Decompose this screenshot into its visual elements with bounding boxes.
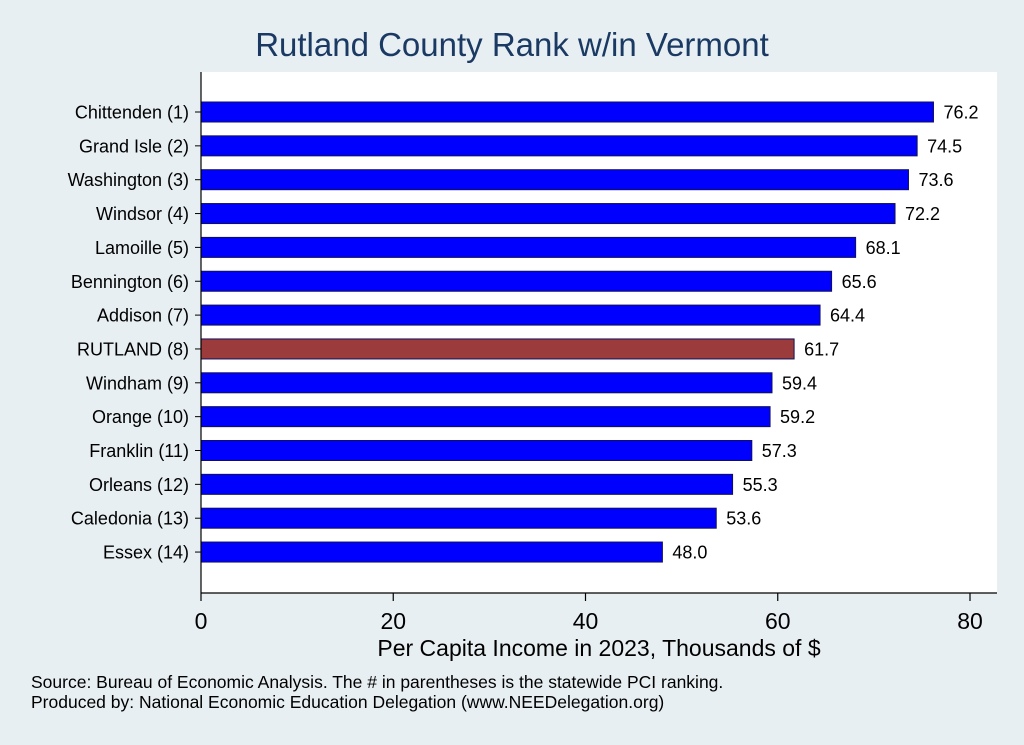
produced-by-note: Produced by: National Economic Education… — [31, 692, 665, 712]
y-tick-label: Addison (7) — [97, 306, 189, 326]
data-label: 57.3 — [762, 441, 797, 461]
y-tick-label: Chittenden (1) — [75, 103, 189, 123]
bar — [200, 101, 934, 123]
data-label: 48.0 — [672, 543, 707, 563]
bar — [200, 372, 773, 394]
data-label: 76.2 — [943, 103, 978, 123]
y-tick-label: Franklin (11) — [89, 441, 189, 461]
y-tick-label: RUTLAND (8) — [77, 339, 189, 359]
y-tick-label: Lamoille (5) — [95, 238, 189, 258]
data-label: 72.2 — [905, 204, 940, 224]
bar — [200, 169, 909, 191]
data-label: 68.1 — [866, 238, 901, 258]
x-tick-label: 0 — [195, 608, 208, 634]
bar — [200, 270, 833, 292]
y-tick-label: Windham (9) — [86, 373, 189, 393]
bar — [200, 304, 821, 326]
x-tick-label: 20 — [380, 608, 406, 634]
data-label: 59.4 — [782, 373, 817, 393]
y-tick-label: Essex (14) — [103, 543, 189, 563]
chart-title: Rutland County Rank w/in Vermont — [255, 26, 769, 63]
x-axis-title: Per Capita Income in 2023, Thousands of … — [377, 635, 820, 661]
x-tick-label: 60 — [765, 608, 791, 634]
bar — [200, 440, 753, 461]
bar — [200, 236, 857, 258]
y-tick-label: Orleans (12) — [89, 475, 189, 495]
bar-highlight — [200, 338, 795, 360]
y-tick-label: Washington (3) — [68, 170, 189, 190]
bar — [200, 203, 896, 225]
y-tick-label: Grand Isle (2) — [79, 136, 189, 156]
x-tick-label: 80 — [957, 608, 983, 634]
data-label: 64.4 — [830, 306, 865, 326]
data-label: 65.6 — [842, 272, 877, 292]
y-tick-label: Bennington (6) — [71, 272, 189, 292]
bar — [200, 507, 717, 529]
bar — [200, 135, 918, 157]
source-note: Source: Bureau of Economic Analysis. The… — [31, 672, 724, 692]
data-label: 59.2 — [780, 407, 815, 427]
bar — [200, 406, 771, 428]
bar — [200, 473, 734, 495]
x-tick-label: 40 — [573, 608, 599, 634]
y-tick-label: Orange (10) — [92, 407, 189, 427]
data-label: 74.5 — [927, 136, 962, 156]
data-label: 61.7 — [804, 339, 839, 359]
bar — [200, 541, 663, 563]
y-tick-label: Caledonia (13) — [71, 509, 189, 529]
plot-area — [201, 72, 997, 593]
data-label: 73.6 — [918, 170, 953, 190]
data-label: 53.6 — [726, 509, 761, 529]
y-tick-label: Windsor (4) — [96, 204, 189, 224]
data-label: 55.3 — [743, 475, 778, 495]
